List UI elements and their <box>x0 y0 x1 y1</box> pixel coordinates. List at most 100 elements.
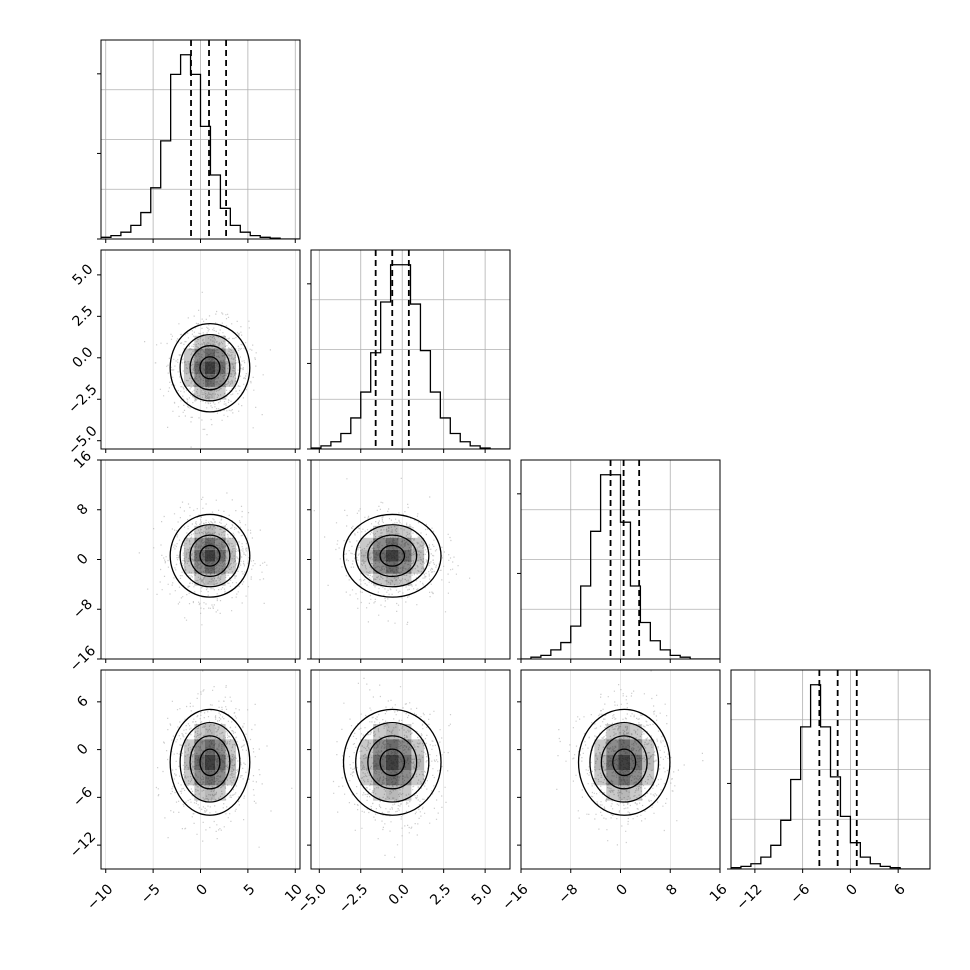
density-cell <box>385 549 399 562</box>
density-cell <box>204 335 216 349</box>
density-cell <box>398 525 412 538</box>
y-tick-label: 5.0 <box>69 261 96 288</box>
scatter-panel-4-1 <box>97 669 301 873</box>
density-cell <box>183 361 195 375</box>
density-cell <box>373 573 386 586</box>
density-cell <box>618 754 631 770</box>
density-cell <box>225 374 237 387</box>
contour-line <box>355 524 430 588</box>
density-cell <box>194 335 205 349</box>
density-cell <box>373 561 386 574</box>
contour-line <box>600 735 648 790</box>
contour-line <box>199 356 221 380</box>
contour-line <box>367 735 418 790</box>
y-tick-label: −6 <box>70 784 96 810</box>
contour-line <box>169 322 251 413</box>
contour-line <box>189 345 231 391</box>
density-cell <box>225 348 237 362</box>
x-tick-label: −16 <box>499 881 531 913</box>
density-cell <box>204 361 216 375</box>
density-cell <box>183 374 195 387</box>
contour-line <box>179 334 241 402</box>
histogram-panel-2 <box>307 249 511 453</box>
density-cell <box>215 537 226 550</box>
density-cell <box>630 724 643 740</box>
density-cell <box>194 525 205 538</box>
density-cell <box>215 573 226 586</box>
density-cell <box>183 754 195 770</box>
density-cell <box>194 561 205 574</box>
x-tick-label: 0 <box>614 881 632 899</box>
y-tick-label: −12 <box>67 829 99 861</box>
density-cell <box>215 335 226 349</box>
density-cell <box>385 785 399 801</box>
density-cell <box>642 739 655 755</box>
density-cell <box>194 785 205 801</box>
density-cell <box>606 785 619 801</box>
scatter-panel-2-1 <box>97 249 301 453</box>
density-cell <box>411 739 425 755</box>
x-tick-label: −12 <box>733 881 765 913</box>
y-tick-label: 0 <box>74 741 92 759</box>
density-cell <box>194 724 205 740</box>
density-cell <box>204 724 216 740</box>
density-cell <box>194 537 205 550</box>
density-cell <box>225 549 237 562</box>
density-cell <box>373 785 386 801</box>
density-cell <box>385 754 399 770</box>
contour-line <box>179 524 241 588</box>
contour-line <box>367 534 418 578</box>
contour-line <box>342 513 442 598</box>
density-cell <box>360 549 374 562</box>
density-cell <box>398 785 412 801</box>
density-cell <box>594 739 607 755</box>
density-cell <box>215 348 226 362</box>
density-cell <box>385 573 399 586</box>
density-cell <box>183 769 195 786</box>
density-cell <box>373 537 386 550</box>
density-cell <box>204 785 216 801</box>
density-cell <box>606 739 619 755</box>
density-cell <box>204 386 216 400</box>
x-tick-label: −2.5 <box>336 881 371 916</box>
x-tick-label: −6 <box>787 881 813 907</box>
density-cell <box>215 785 226 801</box>
density-cell <box>360 754 374 770</box>
density-cell <box>618 769 631 786</box>
density-cell <box>618 724 631 740</box>
x-tick-label: −10 <box>84 881 116 913</box>
density-cell <box>398 561 412 574</box>
density-cell <box>373 525 386 538</box>
density-cell <box>225 561 237 574</box>
scatter-panel-3-1 <box>97 459 301 663</box>
density-cell <box>385 525 399 538</box>
contour-line <box>189 534 231 578</box>
density-cell <box>204 348 216 362</box>
x-tick-label: 0 <box>843 881 861 899</box>
y-tick-label: 0.0 <box>69 344 96 371</box>
contour-line <box>342 708 442 816</box>
y-tick-label: 8 <box>74 501 92 519</box>
x-tick-label: 0 <box>194 881 212 899</box>
contour-line <box>179 721 241 803</box>
density-cell <box>215 525 226 538</box>
density-cell <box>215 561 226 574</box>
density-cell <box>194 739 205 755</box>
contour-line <box>169 708 251 816</box>
contour-line <box>379 748 406 777</box>
density-cell <box>594 769 607 786</box>
density-cell <box>385 739 399 755</box>
density-cell <box>204 549 216 562</box>
density-cell <box>411 561 425 574</box>
density-cell <box>183 537 195 550</box>
density-cell <box>594 754 607 770</box>
y-tick-label: −16 <box>67 643 99 675</box>
density-cell <box>204 739 216 755</box>
density-cell <box>360 739 374 755</box>
density-cell <box>183 348 195 362</box>
density-cell <box>411 549 425 562</box>
x-tick-label: 8 <box>663 881 681 899</box>
x-tick-label: −5 <box>138 881 164 907</box>
density-cell <box>225 537 237 550</box>
